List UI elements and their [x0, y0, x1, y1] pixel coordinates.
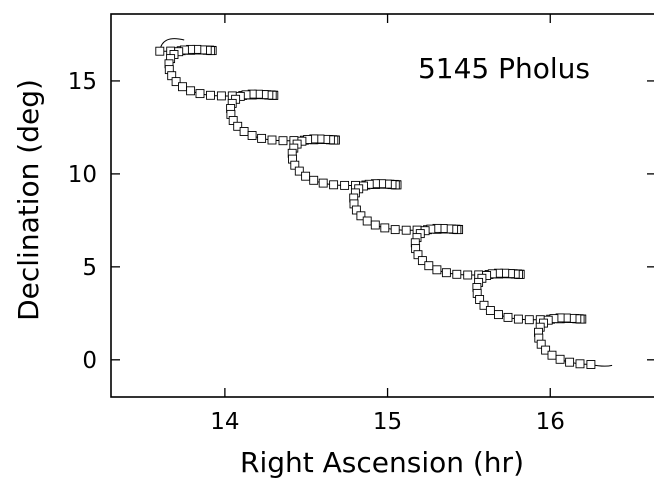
data-point — [294, 166, 304, 176]
data-point — [503, 312, 513, 322]
data-point — [301, 171, 311, 181]
data-point — [452, 269, 462, 279]
data-point — [351, 205, 361, 215]
x-tick-label: 14 — [210, 409, 239, 435]
data-point — [494, 310, 503, 320]
x-tick-label: 15 — [373, 409, 402, 435]
data-point — [463, 270, 473, 280]
y-axis-label: Declination (deg) — [12, 79, 45, 321]
data-point — [575, 359, 585, 369]
data-point — [233, 121, 243, 131]
data-point — [370, 220, 380, 230]
tick-group: 14 15 16 0 5 10 15 — [68, 14, 654, 435]
data-point — [541, 345, 551, 355]
data-point — [155, 46, 165, 56]
plot-border — [110, 13, 654, 398]
chart-title: 5145 Pholus — [418, 52, 590, 85]
data-point — [171, 77, 181, 87]
data-point — [513, 314, 523, 324]
data-point — [380, 223, 390, 233]
x-tick-label: 16 — [536, 409, 565, 435]
plot-frame — [110, 13, 654, 398]
data-point — [329, 180, 339, 190]
data-point — [178, 82, 187, 92]
data-point — [586, 360, 596, 369]
data-point — [485, 306, 495, 315]
data-point — [401, 225, 411, 235]
x-axis-label: Right Ascension (hr) — [240, 446, 524, 479]
data-point — [309, 175, 319, 185]
data-point — [390, 225, 400, 235]
data-point — [565, 357, 575, 367]
data-point — [247, 131, 257, 140]
data-point — [228, 116, 238, 125]
marker-group — [155, 44, 596, 369]
data-point — [340, 180, 350, 190]
data-point — [206, 90, 215, 100]
data-point — [267, 135, 277, 145]
data-point — [278, 136, 288, 146]
data-point — [239, 127, 249, 136]
data-point — [524, 315, 534, 325]
y-tick-label: 0 — [82, 348, 97, 374]
data-point — [547, 350, 557, 360]
data-point — [479, 300, 489, 310]
data-point — [318, 178, 328, 188]
data-point — [257, 133, 267, 143]
y-tick-label: 10 — [68, 162, 97, 188]
data-point — [362, 216, 372, 226]
data-point — [432, 265, 442, 275]
data-point — [186, 86, 196, 96]
y-tick-label: 5 — [82, 255, 97, 281]
data-point — [216, 91, 226, 101]
data-point — [356, 211, 366, 221]
data-point — [290, 160, 300, 170]
y-tick-label: 15 — [68, 69, 97, 95]
data-point — [441, 268, 451, 278]
data-point — [417, 256, 427, 266]
data-point — [424, 261, 434, 271]
data-point — [555, 354, 565, 364]
data-point — [195, 89, 205, 99]
